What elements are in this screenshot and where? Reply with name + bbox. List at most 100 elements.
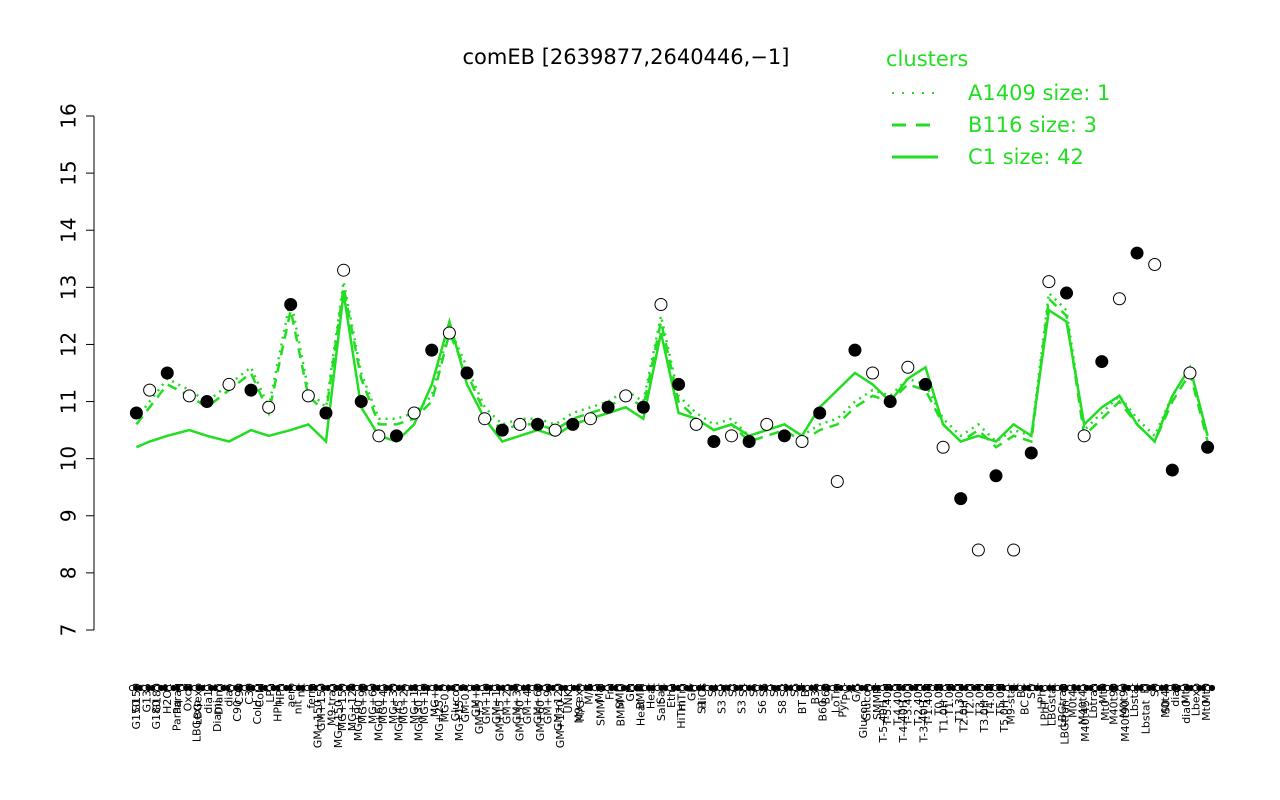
data-point <box>1148 257 1162 271</box>
x-tick-label: M/G <box>574 700 587 722</box>
x-tick-label: Pyr <box>837 700 850 718</box>
x-tick-label: Lbtran <box>1087 683 1100 719</box>
data-point <box>654 297 668 311</box>
x-tick-label: Glucon <box>857 700 870 738</box>
x-tick-label: GM+30 <box>514 700 527 741</box>
x-tick-label: LBGexp <box>192 683 205 725</box>
x-tick-label: MG+150 <box>336 683 349 731</box>
x-tick-label: GM+90 <box>542 683 555 724</box>
x-tick-label: T5.0H <box>994 683 1007 716</box>
x-tick-label: M9-exp <box>572 683 585 724</box>
x-tick-label: S3 <box>715 700 728 714</box>
x-tick-label: T-4.40H <box>891 683 904 726</box>
data-point <box>513 417 527 431</box>
x-tick-label: B60 <box>816 700 829 722</box>
data-point <box>777 429 791 443</box>
y-tick-label: 7 <box>57 624 81 637</box>
x-tick-label: T-3.40H <box>902 683 915 726</box>
y-tick-label: 16 <box>57 103 81 128</box>
data-point <box>200 395 214 409</box>
x-axis: G150G135G180H2O2ParaqOxctlLBGexpdia15Dia… <box>128 682 1216 748</box>
x-tick-label: T4.0H <box>984 683 997 716</box>
data-point <box>848 343 862 357</box>
data-point <box>971 543 985 557</box>
x-tick-label: Diami <box>211 700 224 732</box>
data-point <box>531 417 545 431</box>
data-point <box>182 389 196 403</box>
x-tick-label: Lbstat <box>1128 682 1141 717</box>
x-tick-label: SMM <box>594 700 607 726</box>
x-tick-label: MG+15 <box>453 700 466 741</box>
series-line-solid <box>135 292 1209 449</box>
x-tick-label: S8 <box>776 700 789 714</box>
x-tick-label: GM+120 <box>552 683 565 731</box>
x-tick-label: GM+30 <box>511 683 524 724</box>
data-point <box>795 435 809 449</box>
data-point <box>954 492 968 506</box>
data-point <box>548 423 562 437</box>
legend-title: clusters <box>886 47 968 71</box>
y-tick-label: 11 <box>57 389 81 414</box>
data-point <box>143 383 157 397</box>
chart-title: comEB [2639877,2640446,−1] <box>463 45 790 69</box>
y-tick-label: 8 <box>57 567 81 580</box>
x-tick-label: Salt <box>655 699 668 721</box>
x-tick-label: T-4.40H <box>897 700 910 743</box>
x-tick-label: LBGtran <box>1056 683 1069 728</box>
x-tick-label: M40t90 <box>1107 683 1120 725</box>
x-tick-label: MG+30 <box>387 683 400 724</box>
data-point <box>883 395 897 409</box>
data-point <box>354 395 368 409</box>
x-tick-label: GM+150 <box>312 700 325 748</box>
x-tick-label: S0 <box>1160 700 1173 714</box>
x-tick-label: Lbstat <box>1139 699 1152 734</box>
x-tick-label: T-2.40H <box>912 683 925 726</box>
x-tick-label: MG+45 <box>392 700 405 741</box>
data-point <box>1024 446 1038 460</box>
x-rug-mark <box>1208 684 1216 692</box>
y-tick-label: 10 <box>57 446 81 471</box>
data-point <box>866 366 880 380</box>
data-point <box>1130 246 1144 260</box>
x-tick-label: GM-0.2 <box>459 683 472 722</box>
x-tick-label: G150 <box>130 700 143 730</box>
y-tick-label: 13 <box>57 275 81 300</box>
x-tick-label: GM+120 <box>554 700 567 748</box>
data-point <box>478 412 492 426</box>
x-tick-label: nit <box>292 699 305 714</box>
x-tick-label: T-1.40H <box>922 683 935 726</box>
x-tick-label: T5.0H <box>998 700 1011 733</box>
x-tick-label: M0t45 <box>1159 683 1172 718</box>
y-tick-label: 9 <box>57 509 81 522</box>
data-point <box>901 360 915 374</box>
x-tick-label: T0.0H <box>933 683 946 716</box>
data-point <box>222 377 236 391</box>
data-point <box>813 406 827 420</box>
data-point <box>619 389 633 403</box>
x-tick-label: GM+60 <box>534 700 547 741</box>
data-point <box>407 406 421 420</box>
x-tick-label: GM+15 <box>490 683 503 724</box>
x-tick-label: LBGtran <box>1059 700 1072 745</box>
data-point <box>337 263 351 277</box>
x-tick-label: MG+90 <box>356 683 369 724</box>
data-point <box>160 366 174 380</box>
data-point <box>989 469 1003 483</box>
x-tick-label: GM+45 <box>521 683 534 724</box>
x-tick-label: HPh <box>271 700 284 722</box>
x-tick-label: MG-0.2 <box>439 683 452 722</box>
data-point <box>725 429 739 443</box>
x-tick-label: Mt0 <box>1200 700 1213 721</box>
data-point <box>566 417 580 431</box>
x-tick-label: M0t45 <box>1066 683 1079 718</box>
x-tick-label: T1.0H <box>938 700 951 733</box>
data-point <box>284 297 298 311</box>
x-tick-label: BT <box>796 700 809 715</box>
legend-entry-a1409: A1409 size: 1 <box>968 81 1110 105</box>
x-tick-label: T-5.40H <box>877 700 890 743</box>
data-point <box>460 366 474 380</box>
data-point <box>1042 275 1056 289</box>
data-point <box>742 435 756 449</box>
data-point <box>372 429 386 443</box>
